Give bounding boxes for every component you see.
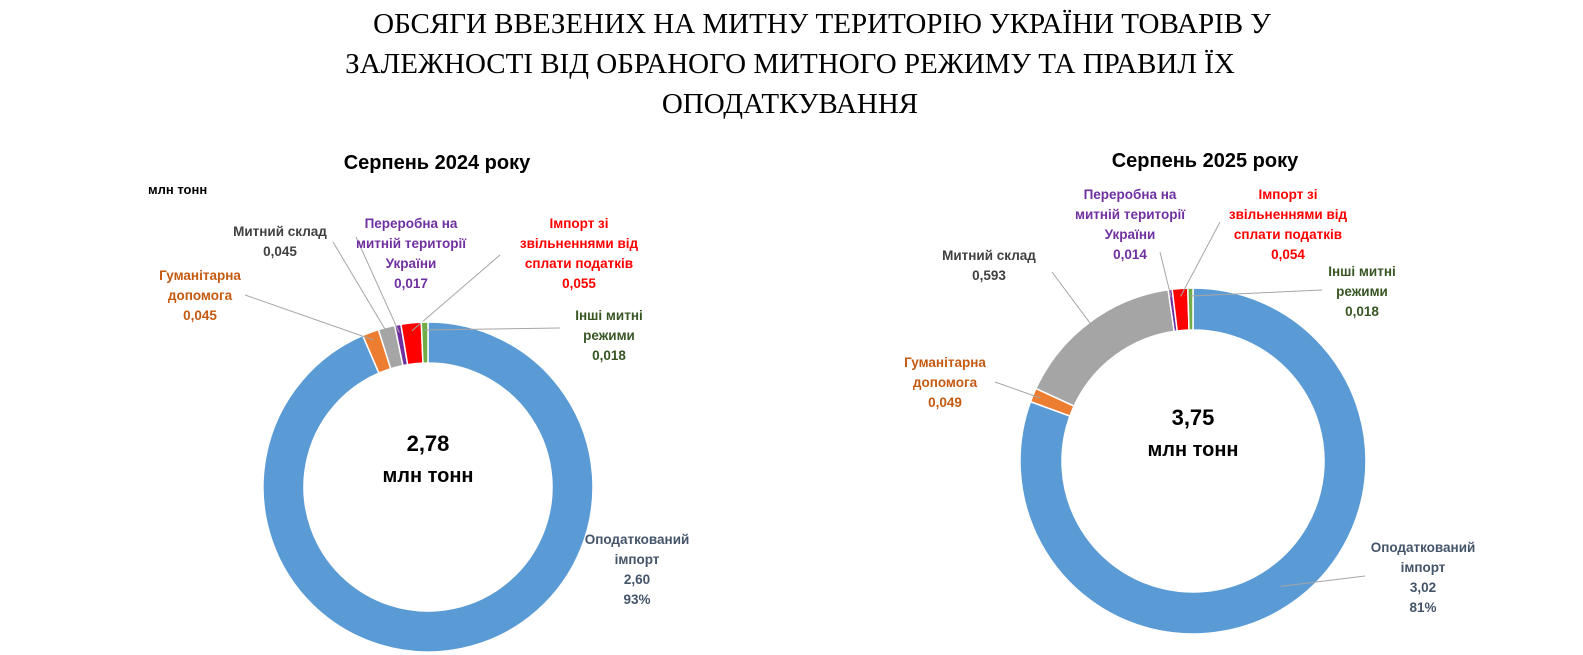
slice-name: Митний склад	[942, 248, 1036, 263]
center-unit: млн тонн	[382, 465, 474, 487]
leader-line	[1280, 575, 1366, 587]
slice-percent: 81%	[1409, 600, 1437, 615]
leader-line	[1190, 289, 1323, 297]
page-title: ОБСЯГИ ВВЕЗЕНИХ НА МИТНУ ТЕРИТОРІЮ УКРАЇ…	[345, 8, 1271, 120]
leader-line	[355, 236, 400, 333]
slice-value: 0,593	[972, 268, 1006, 283]
slice-label: Інші митні режими 0,018	[559, 306, 659, 366]
chart-title: Серпень 2024 року	[343, 152, 531, 174]
slice-name: Оподаткований імпорт	[1370, 540, 1476, 575]
leader-line	[1051, 271, 1095, 330]
slice-label: Гуманітарна допомога 0,049	[890, 353, 1000, 413]
slice-label: Оподаткований імпорт 3,02 81%	[1353, 538, 1493, 618]
slice-value: 0,049	[928, 395, 962, 410]
slice-name: Гуманітарна допомога	[904, 355, 986, 390]
slice-name: Інші митні режими	[575, 308, 643, 343]
donut-slice	[262, 321, 594, 653]
slice-name: Переробна на митній території України	[356, 216, 466, 271]
center-value: 3,75	[1171, 405, 1215, 430]
slice-name: Гуманітарна допомога	[159, 268, 241, 303]
slice-value: 3,02	[1409, 580, 1437, 595]
slice-label: Інші митні режими 0,018	[1312, 262, 1412, 322]
slice-name: Імпорт зі звільненнями від сплати податк…	[1228, 187, 1348, 242]
leader-line	[424, 327, 561, 331]
slice-label: Переробна на митній території України 0,0…	[346, 214, 476, 294]
slice-label: Оподаткований імпорт 2,60 93%	[577, 530, 697, 610]
slice-value: 0,018	[1345, 304, 1379, 319]
slice-name: Імпорт зі звільненнями від сплати податк…	[519, 216, 639, 271]
donut-slice	[1019, 287, 1367, 635]
center-value: 2,78	[406, 431, 450, 456]
donut-slice	[1034, 288, 1176, 408]
leader-line	[332, 241, 389, 336]
leader-line	[244, 294, 374, 341]
leader-line	[1159, 251, 1172, 298]
donut-slice	[1187, 287, 1194, 331]
slice-value: 0,055	[562, 276, 596, 291]
slice-name: Оподаткований імпорт	[584, 532, 690, 567]
slice-value: 0,018	[592, 348, 626, 363]
slice-value: 2,60	[623, 572, 651, 587]
unit-note: млн тонн	[148, 182, 208, 197]
slice-label: Переробна на митній території України 0,0…	[1070, 185, 1190, 265]
center-unit: млн тонн	[1147, 439, 1239, 461]
chart-title: Серпень 2025 року	[1111, 150, 1299, 172]
slice-label: Митний склад 0,045	[220, 222, 340, 262]
slice-label: Митний склад 0,593	[929, 246, 1049, 286]
leader-line	[411, 254, 501, 332]
slice-label: Гуманітарна допомога 0,045	[145, 266, 255, 326]
leader-line	[1180, 221, 1221, 297]
slice-name: Митний склад	[233, 224, 327, 239]
slice-name: Інші митні режими	[1328, 264, 1396, 299]
slice-value: 0,014	[1113, 247, 1147, 262]
slice-percent: 93%	[623, 592, 651, 607]
slice-label: Імпорт зі звільненнями від сплати податк…	[509, 214, 649, 294]
slice-value: 0,054	[1271, 247, 1305, 262]
slice-label: Імпорт зі звільненнями від сплати податк…	[1213, 185, 1363, 265]
donut-slice	[420, 321, 429, 364]
slice-value: 0,045	[183, 308, 217, 323]
slice-value: 0,045	[263, 244, 297, 259]
slice-name: Переробна на митній території України	[1075, 187, 1185, 242]
slice-value: 0,017	[394, 276, 428, 291]
leader-line	[994, 381, 1041, 399]
